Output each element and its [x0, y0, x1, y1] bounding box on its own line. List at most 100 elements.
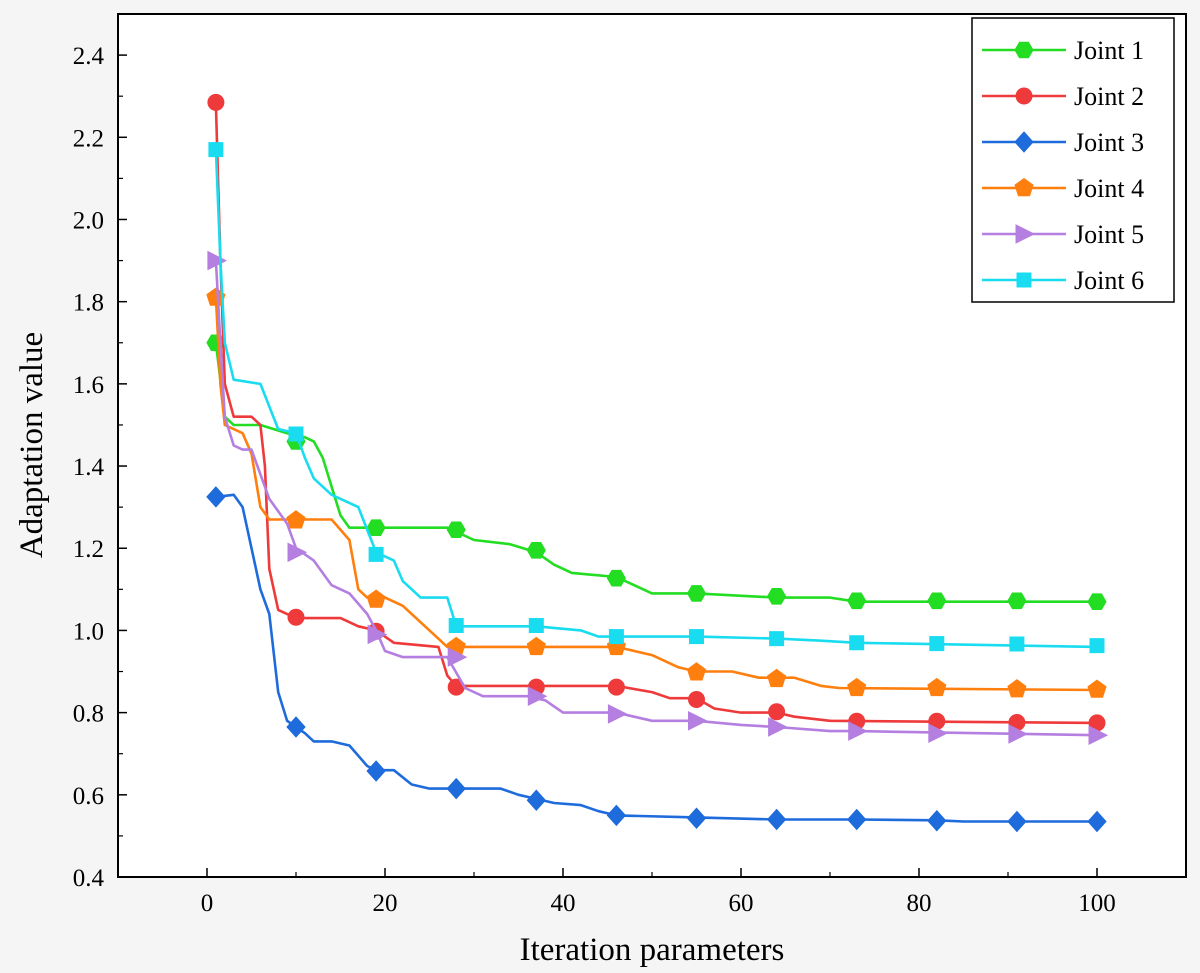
legend-item-joint-3: Joint 3 — [982, 128, 1144, 157]
data-point-joint-5 — [447, 647, 468, 667]
y-tick-label: 2.2 — [73, 125, 104, 152]
data-point-joint-5 — [607, 704, 628, 724]
data-point-joint-4 — [366, 589, 386, 608]
data-point-joint-1 — [606, 569, 626, 587]
series-line-joint-6 — [214, 149, 1098, 649]
legend-marker — [1016, 272, 1032, 288]
data-point-joint-2 — [207, 93, 225, 111]
data-point-joint-6 — [769, 631, 785, 647]
data-point-joint-3 — [686, 807, 707, 829]
data-point-joint-4 — [927, 677, 947, 697]
data-point-joint-1 — [927, 592, 947, 610]
data-point-joint-1 — [686, 585, 707, 602]
data-point-joint-5 — [367, 624, 388, 645]
data-point-joint-3 — [286, 716, 306, 738]
y-tick-label: 0.4 — [73, 865, 105, 892]
data-point-joint-6 — [368, 546, 384, 562]
legend-item-joint-6: Joint 6 — [982, 266, 1144, 295]
data-point-joint-4 — [1087, 679, 1107, 698]
y-tick-label: 0.8 — [73, 701, 104, 728]
data-point-joint-5 — [527, 686, 548, 707]
series-line-joint-4 — [214, 297, 1098, 692]
data-point-joint-3 — [1007, 810, 1027, 833]
data-point-joint-6 — [208, 142, 224, 158]
legend-marker — [1015, 224, 1036, 244]
x-axis-title: Iteration parameters — [520, 932, 785, 968]
data-point-joint-5 — [768, 717, 788, 737]
x-tick-label: 40 — [551, 890, 576, 917]
data-point-joint-6 — [288, 426, 304, 442]
data-point-joint-1 — [767, 588, 787, 605]
data-point-joint-3 — [606, 804, 627, 827]
axis-ticks: 0 20 40 60 80 100 0.4 0.6 0.8 1.0 1.2 1.4 1.6 1.8 2.0 2… — [73, 13, 1187, 917]
legend-item-joint-5: Joint 5 — [982, 220, 1144, 249]
data-point-joint-1 — [526, 542, 546, 559]
legend-item-joint-4: Joint 4 — [982, 174, 1144, 203]
series-joint-3 — [206, 486, 1107, 833]
y-tick-label: 1.6 — [73, 372, 104, 399]
y-tick-label: 1.4 — [73, 454, 105, 481]
y-tick-label: 1.2 — [73, 536, 104, 563]
data-point-joint-5 — [1008, 724, 1029, 744]
series-joint-2 — [207, 93, 1106, 732]
data-point-joint-4 — [767, 668, 787, 688]
data-point-joint-4 — [1007, 679, 1027, 698]
y-axis-title: Adaptation value — [14, 332, 50, 558]
legend-marker — [1014, 131, 1034, 153]
legend-label: Joint 2 — [1074, 82, 1144, 111]
legend-box — [971, 17, 1175, 303]
data-point-joint-2 — [688, 690, 705, 708]
data-point-joint-3 — [1087, 810, 1107, 833]
data-point-joint-6 — [929, 636, 945, 652]
data-point-joint-5 — [688, 710, 708, 731]
data-point-joint-2 — [287, 608, 305, 626]
legend-label: Joint 4 — [1074, 174, 1144, 203]
data-point-joint-3 — [446, 777, 466, 800]
data-point-joint-5 — [287, 542, 308, 563]
legend-item-joint-1: Joint 1 — [982, 36, 1144, 65]
data-point-joint-5 — [928, 723, 948, 744]
data-point-joint-1 — [1087, 593, 1107, 610]
y-tick-label: 1.0 — [73, 618, 104, 645]
data-point-joint-6 — [1009, 636, 1025, 652]
data-point-joint-3 — [366, 760, 386, 782]
x-tick-label: 80 — [907, 890, 932, 917]
legend-marker — [1014, 41, 1034, 59]
data-point-joint-1 — [847, 592, 867, 610]
series-layer — [206, 93, 1109, 833]
x-tick-label: 20 — [373, 890, 398, 917]
data-point-joint-5 — [207, 250, 228, 271]
data-point-joint-6 — [689, 629, 704, 645]
legend-label: Joint 3 — [1074, 128, 1144, 157]
legend-label: Joint 1 — [1074, 36, 1144, 65]
legend-label: Joint 5 — [1074, 220, 1144, 249]
legend-marker — [1014, 177, 1034, 197]
y-tick-label: 2.4 — [73, 43, 105, 70]
data-point-joint-3 — [847, 808, 867, 831]
series-joint-6 — [208, 142, 1105, 654]
data-point-joint-4 — [686, 662, 707, 681]
data-point-joint-5 — [848, 721, 868, 741]
data-point-joint-1 — [1007, 592, 1027, 610]
y-tick-label: 1.8 — [73, 290, 104, 317]
data-point-joint-6 — [1089, 638, 1105, 654]
legend-item-joint-2: Joint 2 — [982, 82, 1144, 111]
x-tick-label: 100 — [1078, 890, 1116, 917]
series-line-joint-2 — [214, 104, 1098, 725]
data-point-joint-3 — [526, 789, 546, 811]
data-point-joint-4 — [286, 510, 306, 529]
data-point-joint-1 — [446, 521, 466, 538]
legend-label: Joint 6 — [1074, 266, 1144, 295]
data-point-joint-6 — [448, 617, 464, 633]
legend: Joint 1 Joint 2 Joint 3 Joint 4 Joint 5 Joint… — [971, 17, 1175, 303]
data-point-joint-6 — [528, 617, 544, 633]
series-joint-5 — [207, 250, 1109, 746]
data-point-joint-3 — [927, 809, 947, 832]
x-tick-label: 0 — [201, 890, 214, 917]
data-point-joint-4 — [847, 677, 867, 697]
data-point-joint-6 — [608, 629, 624, 645]
y-tick-label: 2.0 — [73, 207, 104, 234]
data-point-joint-3 — [766, 808, 787, 831]
data-point-joint-6 — [849, 635, 865, 651]
